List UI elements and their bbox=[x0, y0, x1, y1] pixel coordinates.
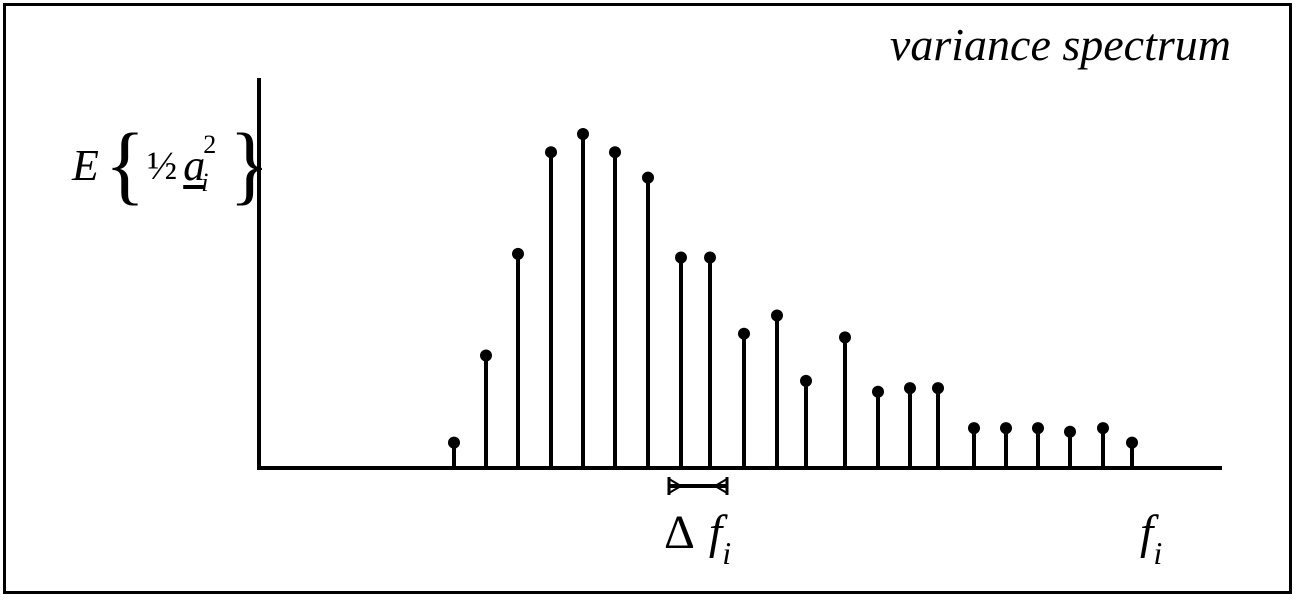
spectrum-point bbox=[609, 146, 621, 159]
spectrum-point bbox=[1032, 422, 1044, 435]
y-axis-label: E { ½ a 2 i } bbox=[72, 120, 270, 210]
spectrum-point bbox=[642, 171, 654, 184]
spectrum-point bbox=[800, 374, 812, 387]
spectrum-point bbox=[904, 382, 916, 395]
spectrum-point bbox=[1064, 425, 1076, 438]
spectrum-point bbox=[675, 251, 687, 264]
spectrum-point bbox=[872, 385, 884, 398]
delta-f-subscript: i bbox=[722, 535, 732, 571]
spectrum-point bbox=[771, 309, 783, 322]
spectrum-point bbox=[1126, 436, 1138, 449]
amplitude-symbol: a bbox=[183, 140, 206, 190]
spectrum-point bbox=[968, 422, 980, 435]
spectrum-point bbox=[545, 146, 557, 159]
exponent: 2 bbox=[203, 129, 217, 159]
spectrum-stems bbox=[448, 128, 1138, 468]
right-brace: } bbox=[229, 115, 270, 214]
spectrum-point bbox=[738, 327, 750, 340]
delta-f-bracket bbox=[667, 477, 729, 495]
spectrum-point bbox=[839, 331, 851, 344]
left-brace: { bbox=[104, 115, 146, 214]
x-axis-label: fi bbox=[1140, 505, 1162, 571]
expectation-symbol: E bbox=[72, 140, 99, 190]
spectrum-point bbox=[1000, 422, 1012, 435]
spectrum-point bbox=[577, 128, 589, 141]
spectrum-point bbox=[704, 251, 716, 264]
spectrum-point bbox=[448, 436, 460, 449]
spectrum-point bbox=[480, 349, 492, 362]
spectrum-point bbox=[512, 247, 524, 260]
delta-symbol: Δ bbox=[664, 506, 695, 559]
delta-f-base: f bbox=[708, 506, 723, 559]
spectrum-point bbox=[932, 382, 944, 395]
index-subscript: i bbox=[201, 167, 209, 197]
amplitude-term: a 2 i bbox=[179, 130, 229, 197]
diagram-title: variance spectrum bbox=[889, 19, 1231, 70]
x-axis-base: f bbox=[1140, 506, 1154, 559]
half-fraction: ½ bbox=[147, 142, 178, 188]
spectrum-point bbox=[1097, 422, 1109, 435]
figure-frame bbox=[3, 3, 1292, 594]
x-axis-subscript: i bbox=[1153, 535, 1163, 571]
